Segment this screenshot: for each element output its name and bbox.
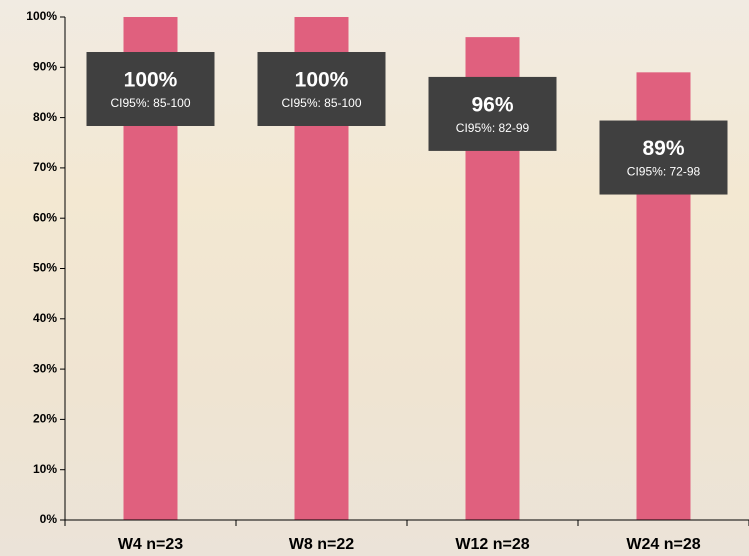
y-tick-label: 30% — [33, 361, 57, 375]
x-tick-label: W24 n=28 — [626, 536, 700, 553]
x-tick-label: W12 n=28 — [455, 536, 529, 553]
x-tick-label: W8 n=22 — [289, 536, 354, 553]
ci-label: CI95%: 72-98 — [627, 165, 701, 179]
value-label: 100% — [124, 69, 178, 92]
ci-label: CI95%: 82-99 — [456, 121, 530, 135]
y-tick-label: 60% — [33, 210, 57, 224]
y-tick-label: 70% — [33, 160, 57, 174]
y-tick-label: 100% — [26, 9, 57, 23]
y-tick-label: 20% — [33, 412, 57, 426]
ci-label: CI95%: 85-100 — [110, 96, 190, 110]
ci-label: CI95%: 85-100 — [281, 96, 361, 110]
value-label: 100% — [295, 69, 349, 92]
x-tick-label: W4 n=23 — [118, 536, 183, 553]
y-tick-label: 90% — [33, 59, 57, 73]
y-tick-label: 80% — [33, 110, 57, 124]
y-tick-label: 40% — [33, 311, 57, 325]
chart: 0% 10% 20% 30% 40% 50% 60% 70% 80% 90% 100% W4 n=23… — [0, 0, 749, 556]
y-tick-label: 50% — [33, 261, 57, 275]
value-label: 89% — [642, 137, 684, 160]
y-tick-label: 10% — [33, 462, 57, 476]
value-label: 96% — [471, 93, 513, 116]
y-tick-label: 0% — [40, 512, 58, 526]
